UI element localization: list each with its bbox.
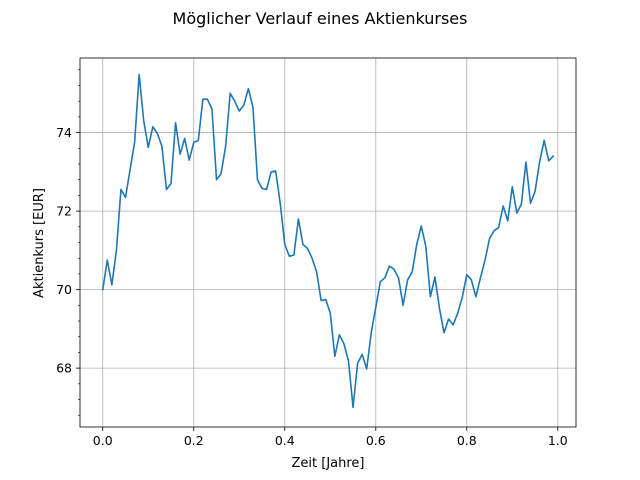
x-tick-label: 0.2: [184, 433, 204, 448]
y-axis-label: Aktienkurs [EUR]: [32, 188, 47, 298]
y-tick-label: 74: [56, 125, 72, 140]
x-tick-label: 0.6: [366, 433, 386, 448]
y-tick-label: 70: [56, 282, 72, 297]
series-line: [101, 73, 555, 409]
ticks: 0.0 0.2 0.4 0.6 0.8 1.0 68 70 72 74: [56, 69, 568, 448]
grid: [80, 58, 576, 427]
x-tick-label: 0.0: [93, 433, 113, 448]
y-tick-label: 72: [56, 204, 72, 219]
x-tick-label: 0.4: [275, 433, 295, 448]
x-axis-label: Zeit [Jahre]: [292, 456, 365, 471]
x-tick-label: 0.8: [457, 433, 477, 448]
chart-title: Möglicher Verlauf eines Aktienkurses: [173, 9, 468, 28]
x-tick-label: 1.0: [548, 433, 568, 448]
series-layer: [101, 73, 555, 409]
y-tick-label: 68: [56, 361, 72, 376]
